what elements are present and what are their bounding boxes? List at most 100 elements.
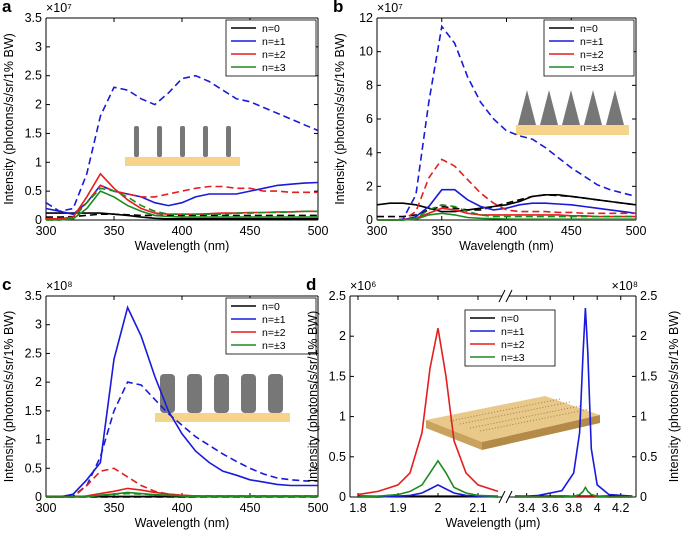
inset-b <box>516 90 629 135</box>
x-tick-label: 3.8 <box>565 501 582 515</box>
pillar <box>187 374 202 413</box>
x-axis-label: Wavelength (μm) <box>446 516 541 530</box>
y-tick-label: 3.5 <box>25 11 42 25</box>
panel-label: c <box>2 275 11 294</box>
y2-tick-label: 1.5 <box>640 369 657 383</box>
y-tick-label: 8 <box>366 78 373 92</box>
panel: b ×10⁷ Wavelength (nm) Intensity (photons/s… <box>333 0 646 253</box>
y-tick-label: 0 <box>35 490 42 504</box>
dashed-line <box>377 158 636 221</box>
x-axis-label: Wavelength (nm) <box>459 239 554 253</box>
legend-box <box>225 297 317 355</box>
substrate <box>155 413 290 422</box>
x-tick-label: 4 <box>594 501 601 515</box>
inset-a <box>125 126 240 166</box>
legend-label: n=0 <box>262 23 280 35</box>
axis-break <box>498 289 506 303</box>
legend-label: n=0 <box>501 313 519 325</box>
y-tick-label: 2 <box>339 329 346 343</box>
legend-label: n=±2 <box>262 49 286 61</box>
legend: n=0n=±1n=±2n=±3 <box>543 19 635 77</box>
y-tick-label: 2.5 <box>25 346 42 360</box>
panel: a ×10⁷ Wavelength (nm) Intensity (photons/s… <box>2 0 328 253</box>
x-tick-label: 450 <box>240 224 261 238</box>
panel-label: a <box>2 0 12 16</box>
line <box>377 188 637 221</box>
y-multiplier: ×10⁷ <box>377 1 403 15</box>
x-tick-label: 450 <box>561 224 582 238</box>
y-tick-label: 3 <box>35 40 42 54</box>
legend-label: n=0 <box>580 23 598 35</box>
y-tick-label: 0.5 <box>25 184 42 198</box>
x-tick-label: 3.4 <box>518 501 535 515</box>
legend: n=0n=±1n=±2n=±3 <box>225 297 317 355</box>
x-tick-label: 400 <box>496 224 517 238</box>
y-tick-label: 6 <box>366 112 373 126</box>
x-tick-label: 300 <box>36 501 57 515</box>
line <box>46 190 318 221</box>
legend: n=0n=±1n=±2n=±3 <box>464 309 556 367</box>
panel-label: b <box>333 0 343 16</box>
cones <box>518 90 624 125</box>
dashed-line <box>377 203 636 221</box>
x-tick-label: 1.9 <box>389 501 406 515</box>
y2-tick-label: 2.5 <box>640 289 657 303</box>
line <box>376 194 637 213</box>
y2-tick-label: 0.5 <box>640 450 657 464</box>
axis-break <box>498 490 506 504</box>
line <box>358 484 499 498</box>
line <box>46 305 318 498</box>
legend-label: n=0 <box>262 301 280 313</box>
substrate <box>516 125 629 135</box>
legend-label: n=±3 <box>262 62 286 74</box>
line <box>46 491 318 498</box>
dashed-line <box>46 187 318 221</box>
x-tick-label: 500 <box>308 224 329 238</box>
x-tick-label: 3.6 <box>541 501 558 515</box>
legend-label: n=±3 <box>501 352 525 364</box>
y-tick-label: 2 <box>35 98 42 112</box>
y-tick-label: 12 <box>359 11 373 25</box>
y-tick-label: 1 <box>35 155 42 169</box>
panel: d ×10⁶ Wavelength (μm) Intensity (photons/s… <box>306 275 681 530</box>
pillar <box>203 126 208 157</box>
y-axis-label: Intensity (photons/s/sr/1% BW) <box>333 33 347 205</box>
x-tick-label: 400 <box>172 501 193 515</box>
legend-label: n=±1 <box>580 36 604 48</box>
y-tick-label: 0.5 <box>25 461 42 475</box>
slab-front <box>482 415 600 450</box>
y-tick-label: 3.5 <box>25 289 42 303</box>
legend: n=0n=±1n=±2n=±3 <box>225 19 317 77</box>
x-tick-label: 300 <box>367 224 388 238</box>
dashed-line <box>46 467 318 498</box>
x-tick-label: 2.1 <box>469 501 486 515</box>
x-tick-label: 300 <box>36 224 57 238</box>
line <box>357 328 499 496</box>
y2-axis-label: Intensity (photons/s/sr/1% BW) <box>667 311 681 483</box>
line <box>514 308 633 498</box>
pillar <box>241 374 256 413</box>
y-multiplier: ×10⁶ <box>350 279 376 293</box>
y-multiplier: ×10⁷ <box>46 1 72 15</box>
x-tick-label: 350 <box>104 501 125 515</box>
x-tick-label: 2 <box>435 501 442 515</box>
x-tick-label: 500 <box>626 224 647 238</box>
y-tick-label: 4 <box>366 146 373 160</box>
legend-label: n=±2 <box>262 327 286 339</box>
y-axis-label: Intensity (photons/s/sr/1% BW) <box>2 311 16 483</box>
pillar <box>268 374 283 413</box>
y-axis-label: Intensity (photons/s/sr/1% BW) <box>2 33 16 205</box>
y2-tick-label: 2 <box>640 329 647 343</box>
x-tick-label: 350 <box>104 224 125 238</box>
dashed-line <box>46 184 318 220</box>
legend-label: n=±1 <box>262 314 286 326</box>
substrate <box>125 157 240 166</box>
y-tick-label: 1 <box>339 410 346 424</box>
x-tick-label: 4.2 <box>612 501 629 515</box>
y-tick-label: 2 <box>35 375 42 389</box>
y-tick-label: 0 <box>366 213 373 227</box>
panel: c ×10⁸ Wavelength (nm) Intensity (photons/s… <box>2 275 328 530</box>
y-tick-label: 0 <box>339 490 346 504</box>
